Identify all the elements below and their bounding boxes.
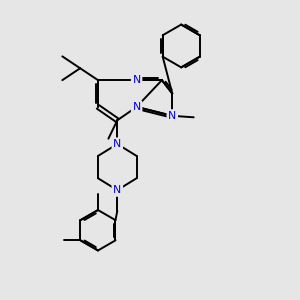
Text: N: N (168, 111, 176, 121)
Text: N: N (133, 102, 141, 112)
Text: N: N (133, 75, 141, 85)
Text: N: N (113, 185, 122, 195)
Text: N: N (113, 139, 122, 149)
